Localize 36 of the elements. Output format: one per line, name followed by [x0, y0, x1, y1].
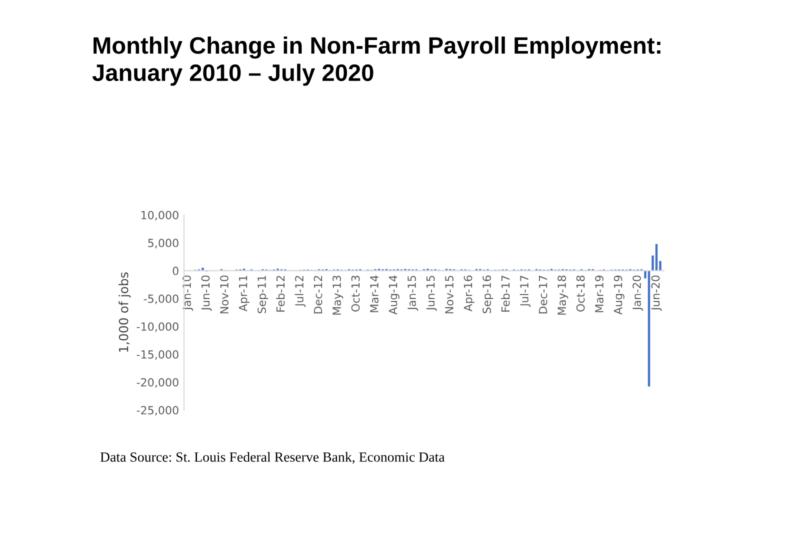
x-tick-label: Aug-19 [614, 276, 624, 315]
x-tick-label: Apr-11 [238, 276, 250, 312]
x-tick-label: Sep-11 [258, 276, 268, 314]
y-tick-label: -5,000 [144, 294, 178, 304]
y-tick-label: 0 [172, 266, 178, 276]
x-tick-label: Sep-16 [482, 276, 494, 314]
y-tick-label: 10,000 [141, 210, 178, 220]
x-tick-label: May-13 [332, 276, 344, 315]
x-tick-label: Feb-12 [276, 276, 285, 312]
x-tick-label: Feb-17 [501, 276, 510, 312]
x-tick-label: Oct-18 [576, 276, 585, 312]
x-tick-label: Jun-15 [426, 276, 437, 311]
chart-title: Monthly Change in Non-Farm Payroll Employment: January 2010 – July 2020 [92, 36, 660, 86]
x-tick-label: Jan-20 [632, 276, 644, 311]
y-tick-label: -25,000 [136, 406, 178, 416]
x-tick-label: Dec-17 [538, 276, 548, 314]
x-tick-label: Nov-15 [445, 276, 454, 314]
x-tick-label: Jan-15 [408, 276, 418, 311]
x-tick-label: Aug-14 [388, 275, 400, 315]
y-tick-label: -15,000 [136, 350, 178, 360]
x-tick-label: Apr-16 [464, 276, 474, 312]
x-tick-label: Jul-12 [294, 276, 306, 307]
x-tick-label: Mar-19 [595, 276, 604, 312]
x-tick-label: May-18 [558, 276, 568, 315]
x-tick-label: Nov-10 [220, 276, 228, 314]
source-note: Data Source: St. Louis Federal Reserve Bank, Economic Data [100, 452, 445, 464]
y-tick-label: -20,000 [136, 378, 178, 388]
y-tick-label: 5,000 [148, 238, 178, 248]
x-tick-label: Jul-17 [520, 276, 531, 307]
x-tick-label: Dec-12 [314, 276, 322, 314]
x-tick-label: Mar-14 [370, 275, 378, 312]
x-tick-label: Jun-10 [201, 276, 212, 311]
y-axis-title: 1,000 of jobs [118, 272, 131, 352]
x-tick-label: Oct-13 [351, 276, 360, 312]
y-tick-label: -10,000 [136, 322, 178, 332]
x-tick-label: Jun-20 [651, 276, 662, 311]
